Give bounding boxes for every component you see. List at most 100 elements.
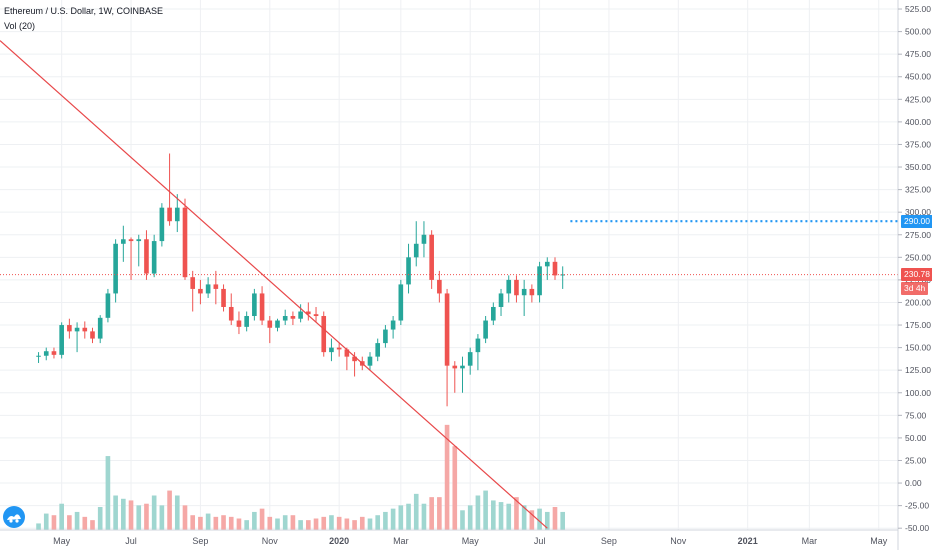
candle-body xyxy=(221,288,226,307)
candle-body xyxy=(236,320,242,327)
volume-indicator-label[interactable]: Vol (20) xyxy=(4,21,36,31)
volume-bar xyxy=(429,497,434,530)
volume-bar xyxy=(128,500,134,530)
volume-bar xyxy=(298,520,303,530)
price-tick-label: 200.00 xyxy=(905,297,931,307)
candle-body xyxy=(190,277,196,289)
volume-bar xyxy=(198,516,203,530)
volume-bar xyxy=(190,515,196,530)
candle-body xyxy=(375,343,381,357)
volume-bar xyxy=(383,511,388,530)
volume-bar xyxy=(236,518,242,530)
volume-bar xyxy=(82,516,88,530)
candle-body xyxy=(298,311,303,319)
time-axis-label: Jul xyxy=(125,536,137,546)
candle-body xyxy=(514,279,519,296)
price-axis[interactable]: -50.00 -25.00 0.00 25.00 50.00 75.00 100.00 125… xyxy=(898,4,931,533)
candle-body xyxy=(282,316,288,321)
volume-bar xyxy=(491,500,496,530)
candle-body xyxy=(167,207,172,222)
price-tick-label: 275.00 xyxy=(905,230,931,240)
volume-bar xyxy=(336,516,342,530)
price-tick-label: 25.00 xyxy=(905,455,927,465)
time-axis-label: Sep xyxy=(601,536,617,546)
price-tick-label: 75.00 xyxy=(905,410,927,420)
volume-bar xyxy=(67,515,72,530)
symbol-title[interactable]: Ethereum / U.S. Dollar, 1W, COINBASE xyxy=(4,6,164,16)
time-axis-label: 2020 xyxy=(329,536,349,546)
candle-body xyxy=(537,266,542,296)
volume-bar xyxy=(159,505,165,530)
candle-body xyxy=(59,325,64,355)
price-tick-label: 100.00 xyxy=(905,388,931,398)
volume-bar xyxy=(375,515,381,530)
volume-bar xyxy=(560,511,566,530)
candle-body xyxy=(344,349,350,357)
time-axis-label: May xyxy=(462,536,480,546)
price-tick-label: 400.00 xyxy=(905,117,931,127)
time-axis-label: Nov xyxy=(262,536,279,546)
candle-body xyxy=(43,351,49,356)
volume-bar xyxy=(275,518,280,530)
volume-bar xyxy=(290,515,296,530)
candle-body xyxy=(174,207,180,222)
volume-bar xyxy=(398,505,404,530)
volume-bar xyxy=(221,515,226,530)
candle-body xyxy=(383,329,388,344)
volume-bar xyxy=(213,516,219,530)
candle-body xyxy=(460,365,465,369)
volume-bar xyxy=(43,513,49,530)
volume-bar xyxy=(521,505,527,530)
time-axis-label: Jul xyxy=(534,536,546,546)
time-axis[interactable]: May Jul Sep Nov 2020 Mar May Jul Sep Nov 2021 Mar Ma… xyxy=(53,536,888,546)
candle-body xyxy=(105,293,111,318)
volume-bar xyxy=(282,515,288,530)
candle-body xyxy=(228,306,234,321)
volume-bar xyxy=(506,503,512,530)
time-axis-label: Mar xyxy=(393,536,409,546)
volume-bar xyxy=(228,516,234,530)
candle-body xyxy=(313,314,319,317)
candle-body xyxy=(560,274,566,276)
candle-body xyxy=(329,347,334,353)
candle-body xyxy=(267,320,273,328)
drawings xyxy=(0,40,898,529)
volume-bar xyxy=(552,507,558,530)
volume-bar xyxy=(498,502,504,530)
volume-bar xyxy=(167,490,172,530)
tradingview-logo-icon[interactable] xyxy=(3,506,25,528)
volume-bar xyxy=(313,518,319,530)
price-tick-label: 175.00 xyxy=(905,320,931,330)
volume-bar xyxy=(514,497,519,530)
volume-bar xyxy=(136,505,142,530)
price-tick-label: 150.00 xyxy=(905,343,931,353)
volume-bar xyxy=(421,503,427,530)
volume-bar xyxy=(59,503,64,530)
volume-bar xyxy=(151,495,157,530)
volume-bar xyxy=(406,503,411,530)
candle-body xyxy=(398,284,404,321)
volume-bar xyxy=(529,510,535,530)
volume-bar xyxy=(352,520,357,530)
volume-bar xyxy=(544,511,550,530)
grid-lines xyxy=(0,0,898,530)
price-tick-label: 300.00 xyxy=(905,207,931,217)
candle-body xyxy=(498,293,504,307)
price-tick-label: 375.00 xyxy=(905,139,931,149)
candle-body xyxy=(90,331,95,339)
candle-body xyxy=(259,293,265,321)
volume-bar xyxy=(321,516,327,530)
candle-body xyxy=(198,288,203,294)
time-axis-label: Sep xyxy=(192,536,208,546)
candle-body xyxy=(159,207,165,242)
candle-body xyxy=(213,284,219,289)
candle-body xyxy=(529,288,535,296)
candle-body xyxy=(444,293,450,366)
price-tick-label: 50.00 xyxy=(905,433,927,443)
volume-bar xyxy=(306,520,311,530)
candle-body xyxy=(467,352,473,366)
candle-body xyxy=(136,239,142,242)
candle-body xyxy=(475,338,481,353)
candle-body xyxy=(51,351,57,355)
